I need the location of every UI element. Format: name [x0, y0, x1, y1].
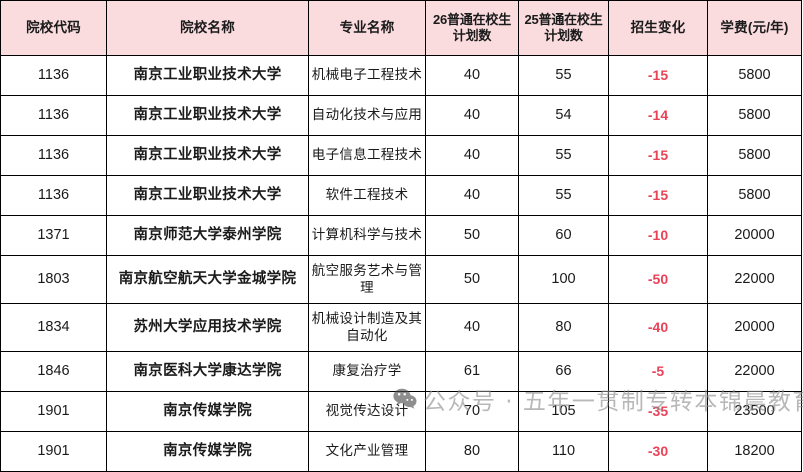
column-header-change: 招生变化 [608, 0, 708, 56]
cell-major: 电子信息工程技术 [308, 135, 426, 176]
cell-school: 南京传媒学院 [106, 431, 309, 472]
cell-school: 南京工业职业技术大学 [106, 95, 309, 136]
table-row: 1136 南京工业职业技术大学 自动化技术与应用 40 54 -14 5800 [0, 95, 802, 136]
cell-plan25: 110 [518, 431, 609, 472]
column-header-code: 院校代码 [0, 0, 107, 56]
cell-plan25: 66 [518, 351, 609, 392]
cell-plan25: 55 [518, 175, 609, 216]
table-row: 1834 苏州大学应用技术学院 机械设计制造及其自动化 40 80 -40 20000 [0, 303, 802, 352]
cell-code: 1136 [0, 95, 107, 136]
cell-change: -50 [608, 255, 708, 304]
cell-plan25: 60 [518, 215, 609, 256]
cell-major: 航空服务艺术与管理 [308, 255, 426, 304]
cell-plan26: 40 [425, 303, 519, 352]
table-row: 1901 南京传媒学院 视觉传达设计 70 105 -35 23500 [0, 391, 802, 432]
cell-fee: 23500 [707, 391, 802, 432]
cell-major: 自动化技术与应用 [308, 95, 426, 136]
cell-major: 软件工程技术 [308, 175, 426, 216]
cell-school: 南京师范大学泰州学院 [106, 215, 309, 256]
cell-code: 1834 [0, 303, 107, 352]
cell-major: 视觉传达设计 [308, 391, 426, 432]
table-row: 1901 南京传媒学院 文化产业管理 80 110 -30 18200 [0, 431, 802, 472]
cell-plan25: 55 [518, 55, 609, 96]
table-row: 1803 南京航空航天大学金城学院 航空服务艺术与管理 50 100 -50 22000 [0, 255, 802, 304]
column-header-fee: 学费(元/年) [707, 0, 802, 56]
cell-plan25: 105 [518, 391, 609, 432]
cell-change: -5 [608, 351, 708, 392]
column-header-plan26: 26普通在校生 计划数 [425, 0, 519, 56]
cell-major: 机械电子工程技术 [308, 55, 426, 96]
cell-change: -15 [608, 135, 708, 176]
cell-change: -30 [608, 431, 708, 472]
cell-code: 1136 [0, 175, 107, 216]
cell-major: 康复治疗学 [308, 351, 426, 392]
cell-fee: 5800 [707, 95, 802, 136]
cell-change: -10 [608, 215, 708, 256]
table-header: 院校代码 院校名称 专业名称 26普通在校生 计划数 25普通在校生 计划数 招… [0, 0, 802, 56]
cell-school: 南京工业职业技术大学 [106, 135, 309, 176]
column-header-plan25-line1: 25普通在校生 [524, 11, 603, 27]
cell-plan26: 40 [425, 55, 519, 96]
cell-fee: 22000 [707, 351, 802, 392]
column-header-plan26-line1: 26普通在校生 [432, 11, 512, 27]
cell-school: 南京医科大学康达学院 [106, 351, 309, 392]
cell-plan26: 50 [425, 215, 519, 256]
table-row: 1371 南京师范大学泰州学院 计算机科学与技术 50 60 -10 20000 [0, 215, 802, 256]
cell-fee: 20000 [707, 303, 802, 352]
cell-plan26: 40 [425, 95, 519, 136]
cell-fee: 22000 [707, 255, 802, 304]
cell-code: 1846 [0, 351, 107, 392]
column-header-plan25: 25普通在校生 计划数 [518, 0, 609, 56]
cell-code: 1371 [0, 215, 107, 256]
cell-plan25: 80 [518, 303, 609, 352]
cell-code: 1803 [0, 255, 107, 304]
cell-major: 文化产业管理 [308, 431, 426, 472]
cell-plan26: 50 [425, 255, 519, 304]
table-header-row: 院校代码 院校名称 专业名称 26普通在校生 计划数 25普通在校生 计划数 招… [0, 0, 802, 56]
cell-school: 南京航空航天大学金城学院 [106, 255, 309, 304]
cell-plan25: 55 [518, 135, 609, 176]
cell-school: 苏州大学应用技术学院 [106, 303, 309, 352]
cell-change: -15 [608, 55, 708, 96]
column-header-school: 院校名称 [106, 0, 309, 56]
table-row: 1136 南京工业职业技术大学 软件工程技术 40 55 -15 5800 [0, 175, 802, 216]
cell-school: 南京工业职业技术大学 [106, 55, 309, 96]
cell-plan26: 70 [425, 391, 519, 432]
cell-code: 1136 [0, 135, 107, 176]
table-row: 1846 南京医科大学康达学院 康复治疗学 61 66 -5 22000 [0, 351, 802, 392]
cell-plan26: 80 [425, 431, 519, 472]
cell-plan26: 40 [425, 175, 519, 216]
cell-major: 计算机科学与技术 [308, 215, 426, 256]
cell-fee: 5800 [707, 135, 802, 176]
cell-fee: 20000 [707, 215, 802, 256]
cell-fee: 18200 [707, 431, 802, 472]
cell-plan26: 40 [425, 135, 519, 176]
cell-code: 1136 [0, 55, 107, 96]
cell-school: 南京传媒学院 [106, 391, 309, 432]
column-header-plan26-line2: 计划数 [452, 28, 492, 43]
cell-code: 1901 [0, 431, 107, 472]
cell-school: 南京工业职业技术大学 [106, 175, 309, 216]
cell-plan26: 61 [425, 351, 519, 392]
table-body: 1136 南京工业职业技术大学 机械电子工程技术 40 55 -15 5800 1136 南京工… [0, 55, 802, 472]
column-header-plan25-line2: 计划数 [544, 28, 583, 43]
cell-plan25: 100 [518, 255, 609, 304]
cell-change: -40 [608, 303, 708, 352]
table-row: 1136 南京工业职业技术大学 机械电子工程技术 40 55 -15 5800 [0, 55, 802, 96]
table-row: 1136 南京工业职业技术大学 电子信息工程技术 40 55 -15 5800 [0, 135, 802, 176]
cell-fee: 5800 [707, 55, 802, 96]
cell-change: -35 [608, 391, 708, 432]
cell-change: -14 [608, 95, 708, 136]
cell-change: -15 [608, 175, 708, 216]
cell-code: 1901 [0, 391, 107, 432]
cell-fee: 5800 [707, 175, 802, 216]
column-header-major: 专业名称 [308, 0, 426, 56]
cell-plan25: 54 [518, 95, 609, 136]
cell-major: 机械设计制造及其自动化 [308, 303, 426, 352]
